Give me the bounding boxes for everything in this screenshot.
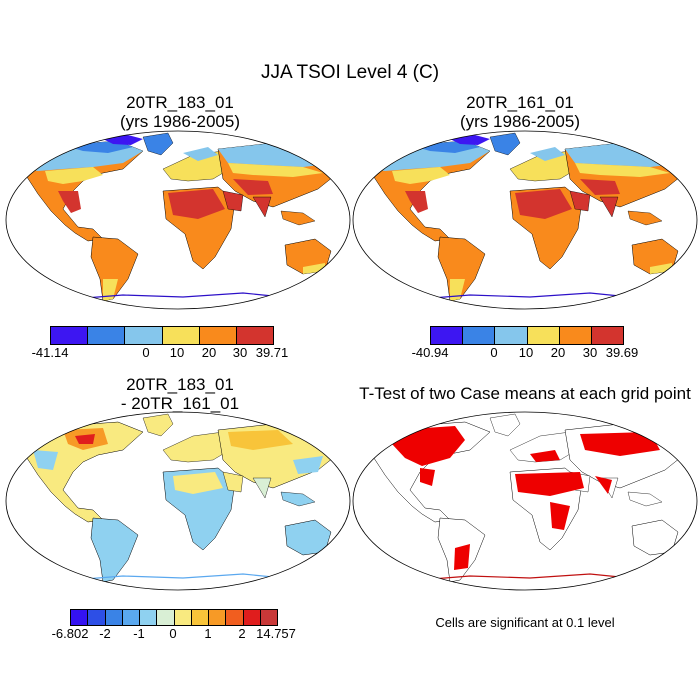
- cb2-label: 30: [582, 345, 598, 360]
- cb2-label: 20: [550, 345, 566, 360]
- cb3-label: 2: [238, 626, 246, 641]
- colorbar-swatch: [260, 610, 277, 625]
- panel2-title-line2: (yrs 1986-2005): [459, 112, 580, 131]
- cb2-label: 39.69: [605, 345, 639, 360]
- cb3-label: -6.802: [51, 626, 89, 641]
- colorbar-swatch: [495, 327, 528, 344]
- panel4-title: T-Test of two Case means at each grid po…: [359, 384, 691, 403]
- panel1-title-line2: (yrs 1986-2005): [119, 112, 240, 131]
- colorbar-swatch: [125, 327, 163, 344]
- map-panel-2: [352, 130, 698, 310]
- cb3-label: 0: [169, 626, 177, 641]
- colorbar-swatch: [199, 327, 237, 344]
- colorbar-swatch: [51, 327, 89, 344]
- colorbar-swatch: [243, 610, 261, 625]
- cb1-label: -41.14: [31, 345, 69, 360]
- colorbar-swatch: [71, 610, 89, 625]
- cb2-label: -40.94: [411, 345, 449, 360]
- panel2-title: 20TR_161_01 (yrs 1986-2005): [370, 93, 670, 131]
- cb1-label: 39.71: [255, 345, 289, 360]
- colorbar-swatch: [559, 327, 592, 344]
- panel3-title: 20TR_183_01 - 20TR_161_01: [30, 375, 330, 413]
- cb3-label: -1: [133, 626, 145, 641]
- panel3-title-line1: 20TR_183_01: [126, 375, 234, 394]
- colorbar-swatch: [191, 610, 209, 625]
- colorbar-swatch: [209, 610, 227, 625]
- map-panel-1: [5, 130, 351, 310]
- colorbar-swatch: [140, 610, 158, 625]
- map-panel-4: [352, 411, 698, 591]
- significance-note: Cells are significant at 0.1 level: [435, 615, 615, 630]
- panel2-title-line1: 20TR_161_01: [466, 93, 574, 112]
- colorbar-swatch: [591, 327, 624, 344]
- colorbar-swatch: [174, 610, 192, 625]
- colorbar-swatch: [162, 327, 200, 344]
- colorbar-panel-2: [430, 326, 624, 345]
- cb1-label: 30: [232, 345, 248, 360]
- cb3-label: 14.757: [256, 626, 296, 641]
- cb3-label: -2: [99, 626, 111, 641]
- cb1-label: 0: [142, 345, 150, 360]
- colorbar-swatch: [88, 610, 106, 625]
- colorbar-swatch: [88, 327, 126, 344]
- cb2-label: 0: [490, 345, 498, 360]
- colorbar-swatch: [105, 610, 123, 625]
- colorbar-swatch: [122, 610, 140, 625]
- panel1-title: 20TR_183_01 (yrs 1986-2005): [30, 93, 330, 131]
- cb3-label: 1: [204, 626, 212, 641]
- colorbar-swatch: [527, 327, 560, 344]
- colorbar-swatch: [463, 327, 496, 344]
- figure-title: JJA TSOI Level 4 (C): [260, 62, 440, 83]
- colorbar-swatch: [226, 610, 244, 625]
- panel1-title-line1: 20TR_183_01: [126, 93, 234, 112]
- cb1-label: 10: [169, 345, 185, 360]
- colorbar-panel-1: [50, 326, 274, 345]
- panel3-title-line2: - 20TR_161_01: [120, 394, 240, 413]
- cb2-label: 10: [518, 345, 534, 360]
- map-panel-3: [5, 411, 351, 591]
- colorbar-swatch: [431, 327, 464, 344]
- colorbar-swatch: [236, 327, 274, 344]
- colorbar-panel-3: [70, 609, 278, 626]
- cb1-label: 20: [201, 345, 217, 360]
- colorbar-swatch: [157, 610, 175, 625]
